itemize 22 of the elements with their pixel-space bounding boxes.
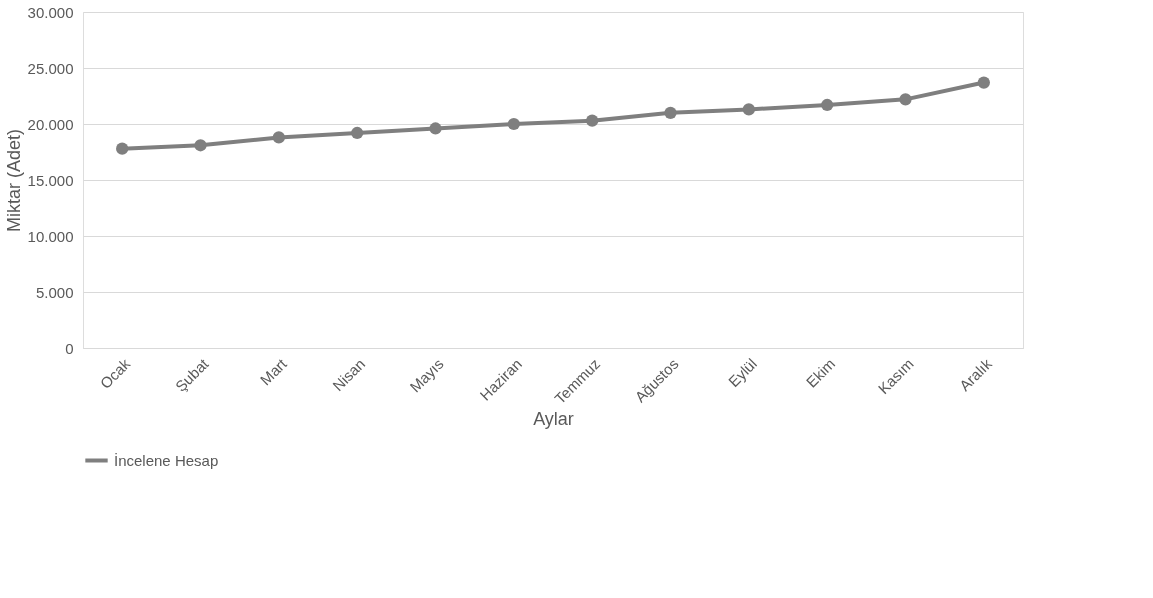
point xyxy=(899,93,912,106)
legend-label: İncelene Hesap xyxy=(114,451,219,469)
y-axis-title: Miktar (Adet) xyxy=(3,128,24,233)
y-tick-label: 15.000 xyxy=(27,171,74,189)
point xyxy=(194,139,207,152)
y-tick-label: 10.000 xyxy=(27,227,74,245)
point xyxy=(116,142,129,155)
point xyxy=(586,114,599,127)
x-axis-title: Aylar xyxy=(533,409,574,430)
point xyxy=(507,117,520,131)
point xyxy=(664,106,677,119)
point xyxy=(351,126,364,140)
point xyxy=(272,131,285,144)
y-tick-label: 20.000 xyxy=(27,115,74,133)
point xyxy=(821,98,834,112)
point xyxy=(742,103,755,116)
y-tick-label: 30.000 xyxy=(27,3,74,21)
point xyxy=(977,76,990,89)
y-tick-label: 0 xyxy=(65,339,74,357)
y-tick-label: 25.000 xyxy=(27,59,74,77)
point xyxy=(429,122,442,135)
y-tick-label: 5.000 xyxy=(35,283,74,301)
